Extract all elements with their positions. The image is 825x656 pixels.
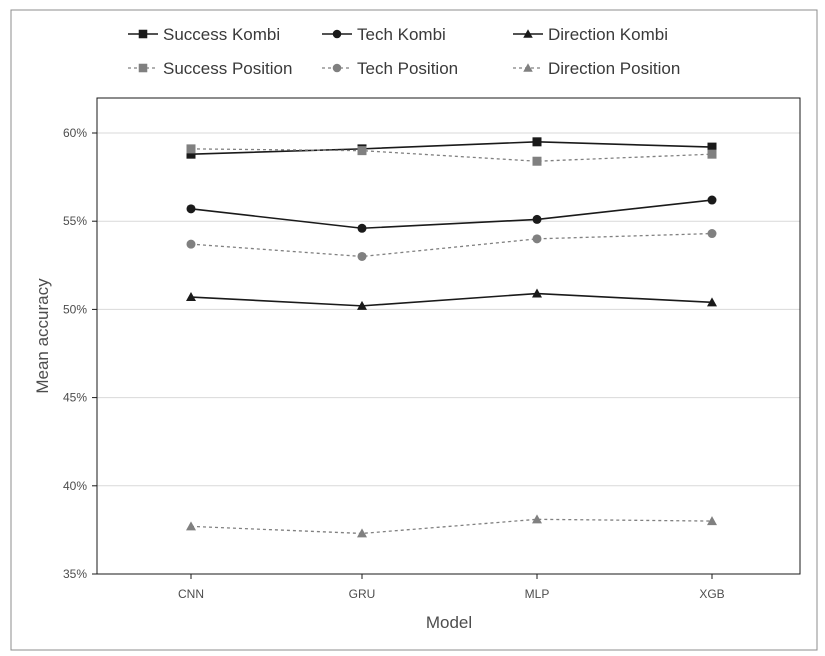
point-success-position-gru	[357, 146, 367, 156]
point-tech-kombi-xgb	[707, 195, 717, 205]
point-success-position-cnn	[186, 144, 196, 154]
legend-item-success-kombi: Success Kombi	[128, 25, 280, 44]
point-direction-position-cnn	[186, 521, 196, 531]
series-success-position	[186, 144, 717, 166]
legend-marker-tech-kombi	[332, 29, 342, 39]
point-tech-position-mlp	[532, 234, 542, 244]
point-tech-kombi-cnn	[186, 204, 196, 214]
legend-label-tech-position: Tech Position	[357, 59, 458, 78]
plot-area-border	[96, 97, 801, 575]
x-tick-label-mlp: MLP	[525, 587, 550, 601]
legend-label-direction-kombi: Direction Kombi	[548, 25, 668, 44]
y-tick-label-0: 35%	[63, 567, 87, 581]
legend-label-success-position: Success Position	[163, 59, 292, 78]
point-success-kombi-cnn	[186, 149, 196, 159]
legend-item-tech-kombi: Tech Kombi	[322, 25, 446, 44]
point-success-kombi-mlp	[532, 137, 542, 147]
point-success-position-xgb	[707, 149, 717, 159]
point-tech-position-gru	[357, 251, 367, 261]
legend-marker-success-kombi	[138, 29, 148, 39]
point-direction-kombi-mlp	[532, 288, 542, 298]
x-tick-label-gru: GRU	[349, 587, 376, 601]
legend: Success Kombi Tech Kombi Direction Kombi Su…	[128, 25, 680, 78]
series-tech-position	[186, 229, 717, 261]
point-success-position-mlp	[532, 156, 542, 166]
gridlines	[97, 132, 800, 487]
chart-border	[10, 9, 818, 651]
y-tick-label-5: 60%	[63, 126, 87, 140]
series-direction-kombi	[186, 288, 717, 310]
legend-item-success-position: Success Position	[128, 59, 292, 78]
y-tick-label-1: 40%	[63, 479, 87, 493]
legend-item-direction-kombi: Direction Kombi	[513, 25, 668, 44]
point-success-kombi-xgb	[707, 142, 717, 152]
series-direction-position	[186, 514, 717, 538]
point-tech-position-cnn	[186, 239, 196, 249]
legend-marker-direction-position	[523, 63, 533, 72]
legend-item-tech-position: Tech Position	[322, 59, 458, 78]
point-direction-position-mlp	[532, 514, 542, 524]
y-axis-label: Mean accuracy	[33, 278, 52, 394]
legend-label-tech-kombi: Tech Kombi	[357, 25, 446, 44]
legend-item-direction-position: Direction Position	[513, 59, 680, 78]
point-direction-position-xgb	[707, 516, 717, 526]
point-direction-kombi-cnn	[186, 292, 196, 302]
point-direction-kombi-gru	[357, 300, 367, 310]
series-line-success-kombi	[190, 141, 713, 155]
point-tech-kombi-mlp	[532, 214, 542, 224]
y-tick-label-2: 45%	[63, 391, 87, 405]
y-axis: 35% 40% 45% 50% 55% 60%	[63, 126, 97, 581]
point-direction-position-gru	[357, 528, 367, 538]
series-line-tech-position	[190, 232, 713, 258]
legend-label-success-kombi: Success Kombi	[163, 25, 280, 44]
y-tick-label-3: 50%	[63, 302, 87, 316]
series-line-tech-kombi	[190, 199, 713, 230]
x-axis: CNN GRU MLP XGB	[178, 574, 725, 601]
point-tech-kombi-gru	[357, 223, 367, 233]
point-tech-position-xgb	[707, 229, 717, 239]
point-direction-kombi-xgb	[707, 297, 717, 307]
x-tick-label-cnn: CNN	[178, 587, 204, 601]
series-tech-kombi	[186, 195, 717, 233]
series-line-direction-kombi	[190, 292, 713, 307]
y-tick-label-4: 55%	[63, 214, 87, 228]
legend-marker-success-position	[138, 63, 148, 73]
series-line-success-position	[190, 148, 713, 162]
legend-marker-tech-position	[332, 63, 342, 73]
legend-label-direction-position: Direction Position	[548, 59, 680, 78]
series-line-direction-position	[190, 518, 713, 535]
x-axis-label: Model	[426, 613, 472, 632]
legend-marker-direction-kombi	[523, 29, 533, 38]
series-group	[186, 137, 717, 538]
x-tick-label-xgb: XGB	[699, 587, 724, 601]
